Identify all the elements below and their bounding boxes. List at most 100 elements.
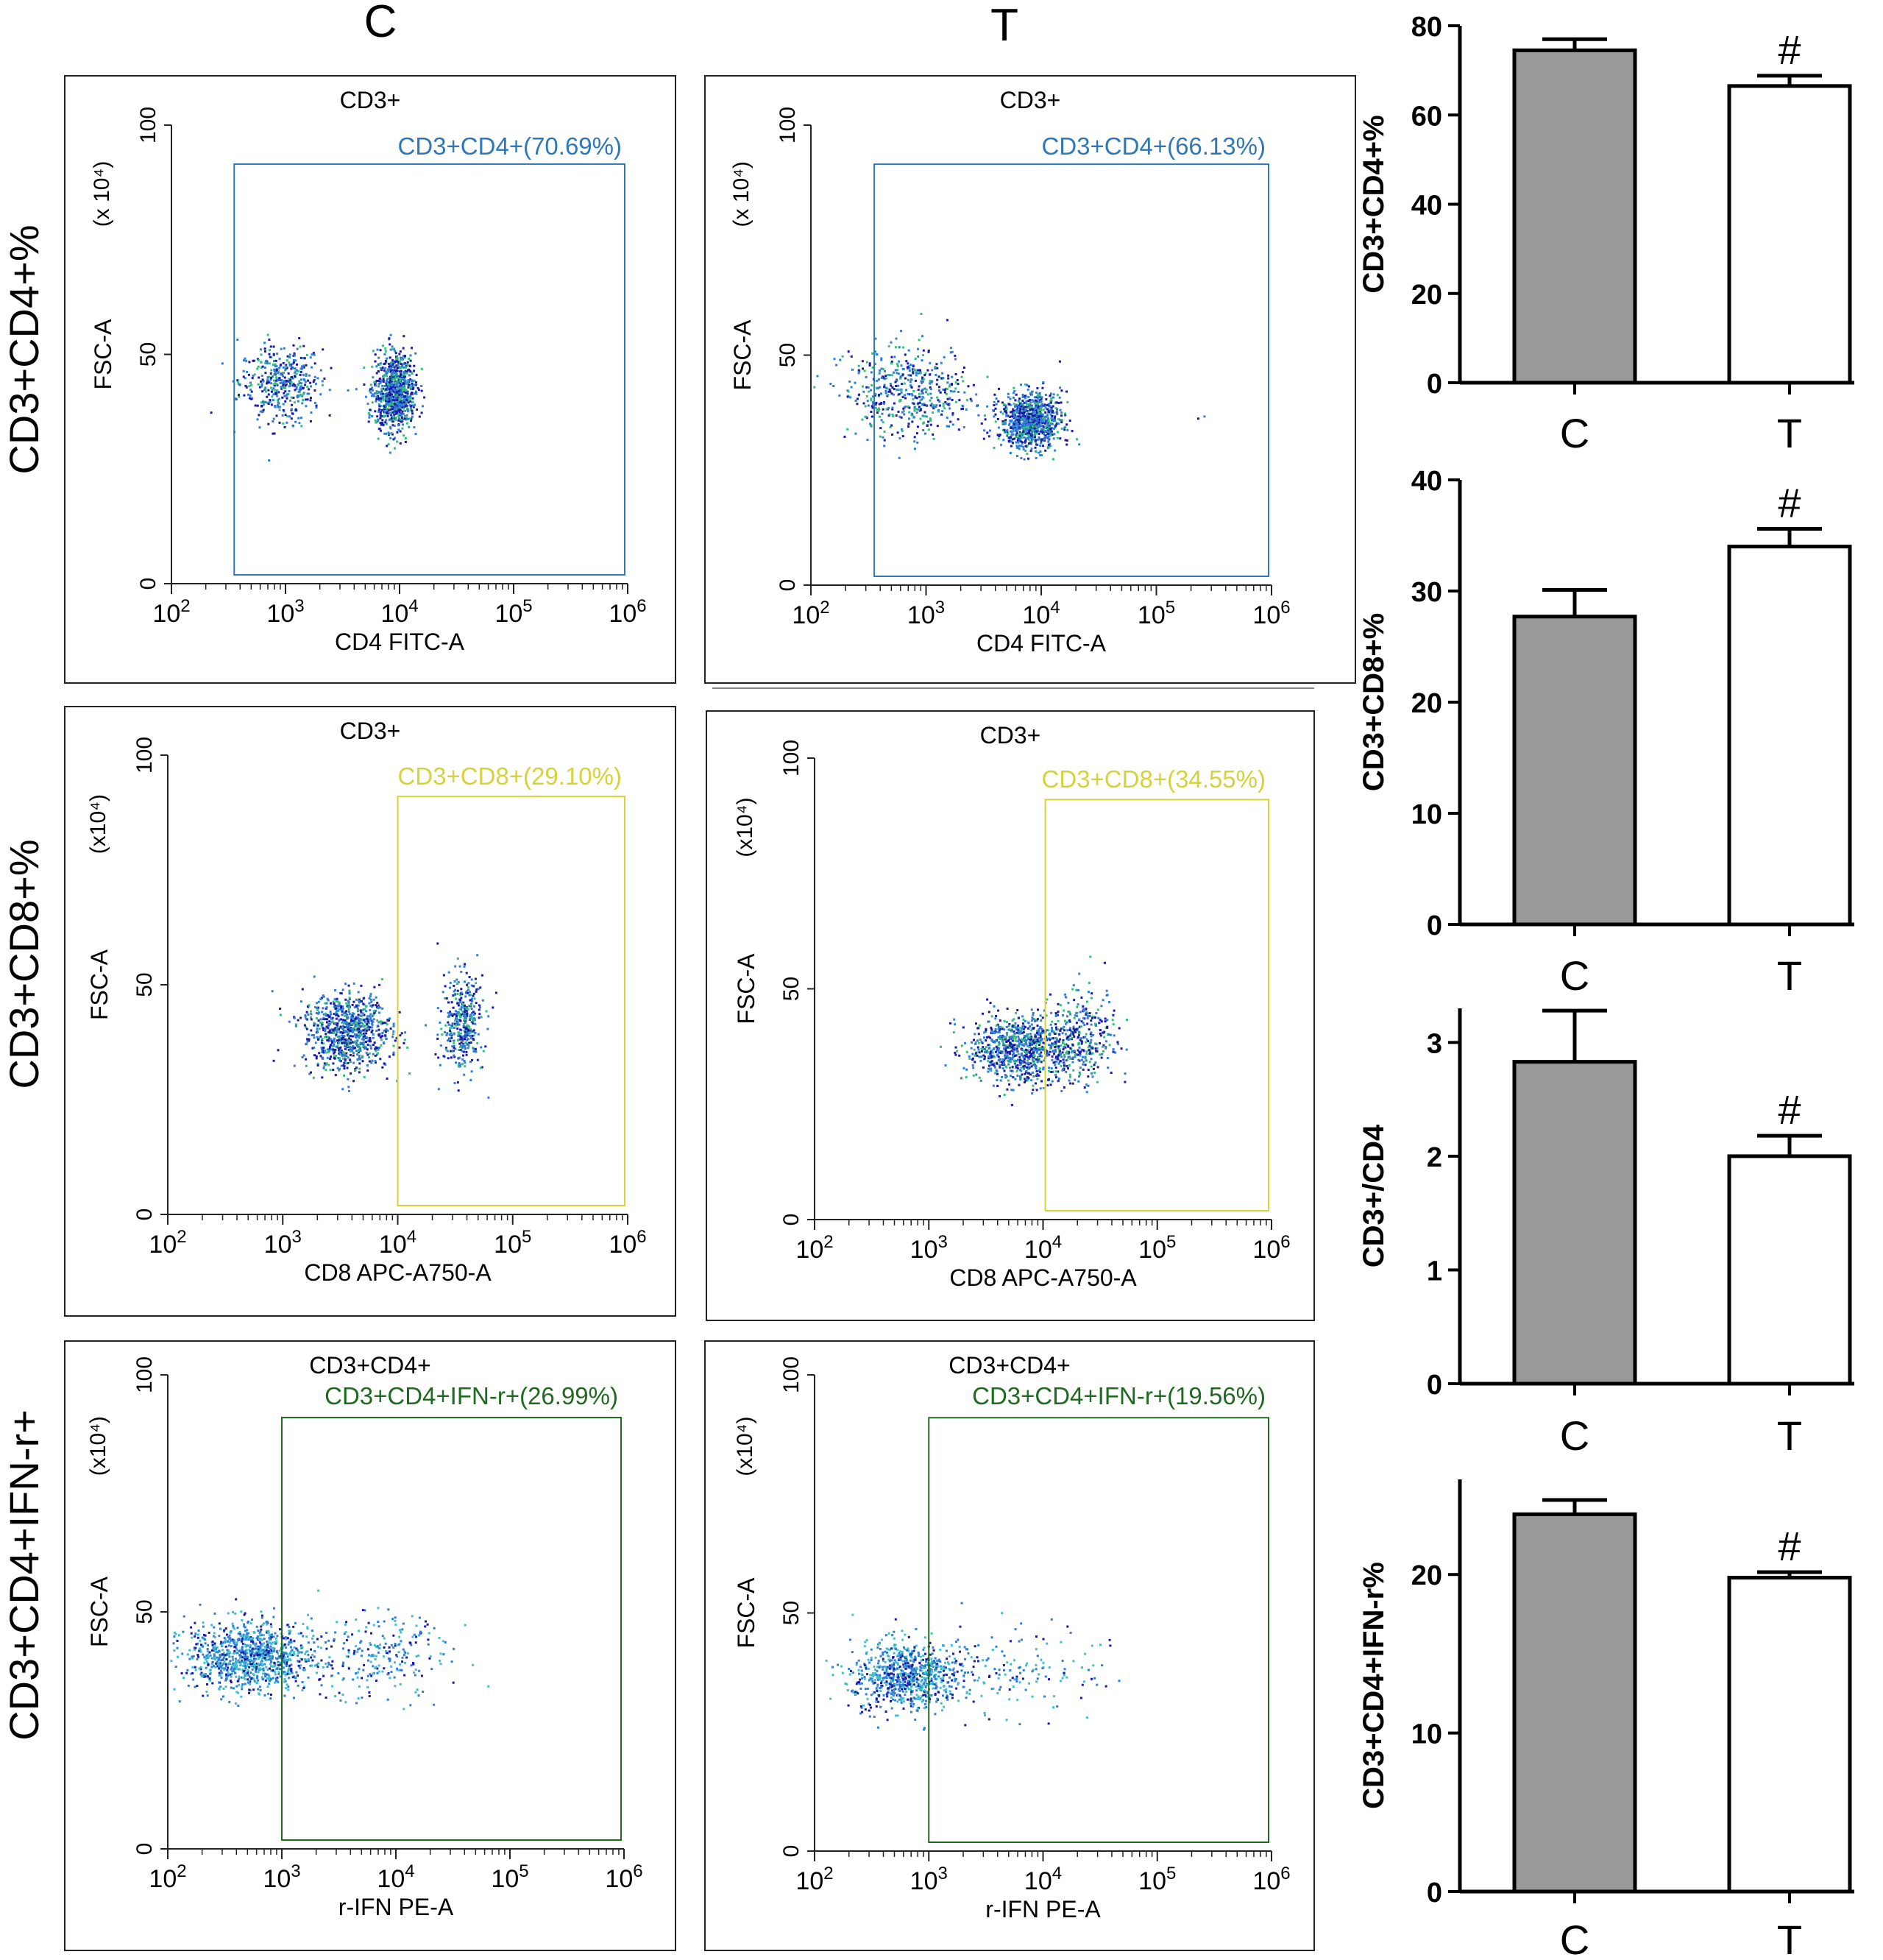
- event-dot: [907, 365, 910, 368]
- event-dot: [278, 377, 281, 380]
- event-dot: [1032, 1039, 1035, 1042]
- event-dot: [1035, 422, 1038, 425]
- event-dot: [382, 387, 385, 390]
- event-dot: [411, 388, 414, 391]
- event-dot: [316, 1064, 319, 1066]
- event-dot: [1046, 414, 1049, 417]
- event-dot: [365, 1010, 368, 1013]
- event-dot: [397, 419, 400, 422]
- event-dot: [412, 386, 415, 389]
- event-dot: [1020, 411, 1023, 414]
- event-dot: [356, 1007, 359, 1010]
- event-dot: [374, 410, 377, 413]
- event-dot: [362, 1044, 365, 1047]
- event-dot: [386, 411, 389, 414]
- event-dot: [415, 374, 418, 376]
- event-dot: [1011, 425, 1014, 428]
- event-dot: [1039, 1039, 1042, 1042]
- event-dot: [357, 1035, 360, 1038]
- event-dot: [1068, 1038, 1071, 1041]
- event-dot: [401, 423, 404, 426]
- event-dot: [411, 412, 414, 415]
- event-dot: [917, 347, 919, 350]
- event-dot: [392, 361, 395, 364]
- event-dot: [1048, 1066, 1051, 1069]
- event-dot: [377, 356, 380, 359]
- event-dot: [1007, 1063, 1010, 1066]
- event-dot: [890, 392, 893, 395]
- event-dot: [1051, 434, 1054, 436]
- event-dot: [1013, 396, 1015, 399]
- event-dot: [1018, 412, 1021, 415]
- event-dot: [266, 376, 269, 379]
- event-dot: [1001, 1050, 1004, 1053]
- event-dot: [406, 407, 408, 410]
- event-dot: [389, 1017, 391, 1020]
- event-dot: [411, 382, 414, 385]
- event-dot: [453, 1082, 456, 1084]
- event-dot: [398, 1046, 401, 1049]
- event-dot: [377, 370, 380, 372]
- event-dot: [278, 408, 281, 411]
- event-dot: [399, 409, 402, 411]
- event-dot: [396, 440, 399, 443]
- event-dot: [456, 993, 459, 996]
- event-dot: [335, 1017, 338, 1020]
- event-dot: [316, 377, 319, 380]
- event-dot: [291, 377, 294, 380]
- event-dot: [405, 389, 407, 392]
- event-dot: [904, 406, 907, 408]
- event-dot: [439, 1044, 442, 1047]
- event-dot: [454, 965, 457, 968]
- event-dot: [436, 1037, 439, 1040]
- event-dot: [983, 414, 986, 417]
- event-dot: [385, 403, 388, 406]
- event-dot: [290, 396, 293, 399]
- event-dot: [461, 1039, 464, 1042]
- y-tick-label: 0: [776, 579, 800, 592]
- event-dot: [260, 385, 263, 388]
- event-dot: [464, 1008, 467, 1011]
- event-dot: [1021, 1052, 1024, 1055]
- event-dot: [403, 362, 405, 365]
- event-dot: [358, 1071, 361, 1074]
- event-dot: [960, 408, 963, 411]
- event-dot: [1013, 403, 1015, 406]
- event-dot: [385, 1022, 388, 1025]
- event-dot: [986, 405, 989, 408]
- event-dot: [385, 361, 388, 364]
- event-dot: [284, 383, 287, 386]
- event-dot: [406, 397, 409, 400]
- event-dot: [333, 1041, 336, 1044]
- event-dot: [262, 403, 265, 406]
- x-tick-base: 10: [264, 1231, 292, 1259]
- event-dot: [1004, 1037, 1007, 1040]
- event-dot: [306, 1040, 309, 1043]
- event-dot: [1036, 428, 1039, 431]
- y-tick-label: 100: [132, 737, 157, 774]
- event-dot: [385, 379, 388, 382]
- event-dot: [467, 982, 470, 985]
- event-dot: [883, 403, 886, 405]
- event-dot: [458, 1046, 461, 1048]
- event-dot: [383, 395, 386, 398]
- event-dot: [996, 1072, 999, 1075]
- event-dot: [382, 392, 385, 395]
- event-dot: [465, 1007, 468, 1010]
- event-dot: [469, 1004, 472, 1007]
- event-dot: [920, 408, 922, 411]
- event-dot: [467, 1005, 470, 1008]
- event-dot: [461, 1058, 464, 1061]
- event-dot: [451, 1045, 454, 1048]
- event-dot: [1035, 421, 1038, 424]
- event-dot: [1035, 418, 1038, 420]
- event-dot: [338, 1019, 341, 1022]
- event-dot: [1030, 412, 1033, 415]
- event-dot: [1021, 1038, 1024, 1041]
- x-tick-exponent: 3: [291, 1227, 301, 1247]
- event-dot: [1038, 1053, 1040, 1056]
- column-title-t: T: [990, 0, 1018, 51]
- event-dot: [1035, 440, 1037, 443]
- event-dot: [1045, 415, 1048, 418]
- event-dot: [1010, 419, 1013, 422]
